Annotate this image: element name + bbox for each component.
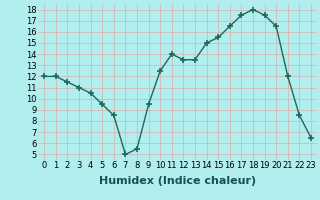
X-axis label: Humidex (Indice chaleur): Humidex (Indice chaleur) [99,176,256,186]
